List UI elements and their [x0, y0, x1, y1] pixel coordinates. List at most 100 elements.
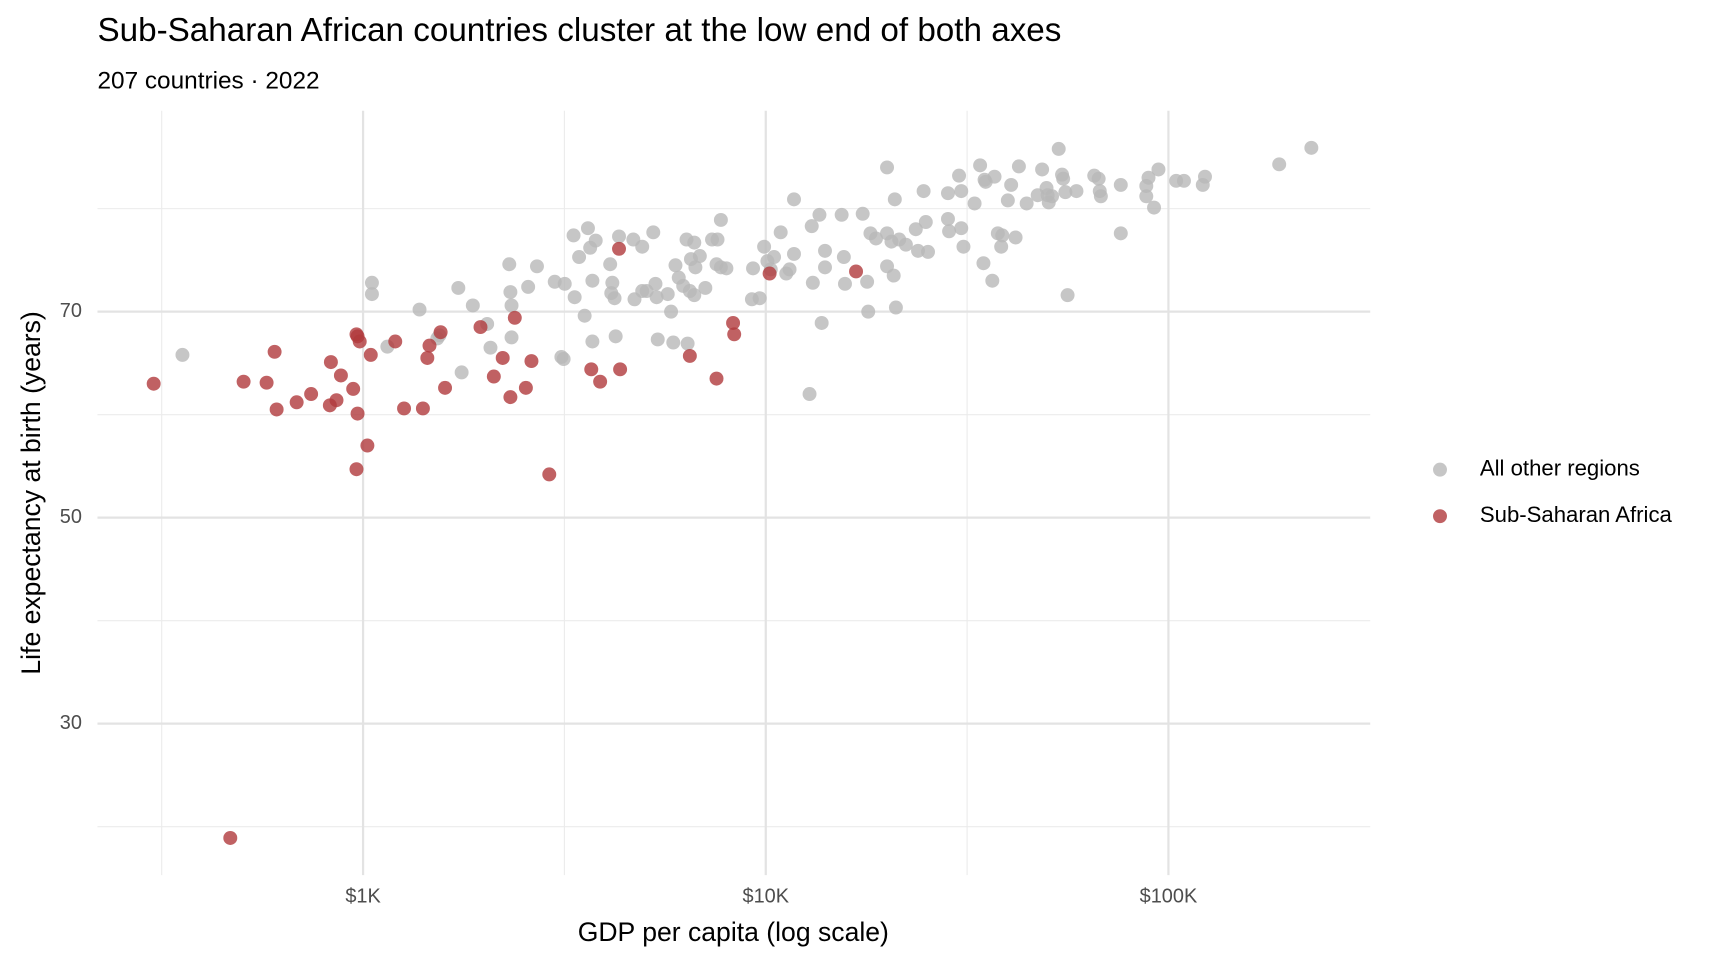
- grid: [97, 110, 1371, 876]
- point: [1147, 200, 1162, 215]
- point: [698, 280, 713, 295]
- point: [757, 239, 772, 254]
- point: [648, 276, 663, 291]
- point: [880, 160, 895, 175]
- point: [607, 291, 622, 306]
- point: [802, 387, 817, 402]
- point: [503, 285, 518, 300]
- point: [954, 221, 969, 236]
- point: [954, 184, 969, 199]
- point: [465, 298, 480, 313]
- point: [834, 207, 849, 222]
- point: [1176, 173, 1191, 188]
- y-tick-label: 70: [60, 300, 82, 322]
- point: [612, 241, 626, 256]
- point: [267, 344, 282, 359]
- point: [612, 229, 626, 244]
- point: [805, 275, 820, 290]
- point: [608, 329, 623, 344]
- point: [836, 250, 851, 265]
- point: [1113, 226, 1128, 241]
- point: [650, 332, 665, 347]
- point: [388, 334, 403, 349]
- point: [420, 351, 435, 365]
- point: [660, 287, 675, 302]
- y-axis-label: Life expectancy at birth (years): [16, 311, 46, 674]
- y-tick-label: 30: [60, 712, 82, 734]
- point: [987, 169, 1002, 184]
- point: [415, 401, 430, 416]
- point: [364, 275, 379, 290]
- point: [898, 237, 913, 252]
- point: [908, 222, 923, 237]
- point: [146, 376, 161, 391]
- point: [1093, 189, 1108, 204]
- point: [352, 334, 367, 349]
- point: [572, 250, 587, 265]
- point: [773, 225, 788, 240]
- point: [593, 374, 608, 389]
- point: [1056, 171, 1071, 186]
- point: [556, 352, 571, 366]
- point: [994, 239, 1009, 254]
- point: [727, 327, 742, 342]
- x-axis-label: GDP per capita (log scale): [578, 917, 889, 947]
- point: [869, 231, 883, 246]
- point: [1008, 230, 1023, 245]
- point: [710, 232, 725, 247]
- point: [1272, 157, 1287, 172]
- x-tick-label: $100K: [1140, 885, 1198, 907]
- point: [577, 308, 592, 323]
- point: [726, 315, 741, 330]
- point: [918, 215, 933, 229]
- point: [422, 338, 437, 353]
- point: [782, 262, 797, 277]
- point: [1011, 159, 1026, 174]
- point: [289, 395, 304, 410]
- point: [580, 221, 595, 236]
- point: [521, 279, 536, 294]
- point: [976, 256, 991, 271]
- point: [787, 246, 801, 261]
- x-tick-label: $1K: [345, 885, 381, 907]
- point: [349, 462, 364, 477]
- legend-marker: [1433, 462, 1447, 477]
- point: [713, 212, 728, 227]
- point: [942, 224, 957, 239]
- point: [649, 290, 664, 305]
- point: [486, 369, 501, 384]
- point: [223, 831, 238, 845]
- point: [1113, 177, 1128, 192]
- point: [412, 302, 427, 317]
- point: [838, 276, 852, 291]
- point: [1091, 171, 1106, 186]
- point: [709, 371, 724, 386]
- point: [666, 335, 681, 350]
- point: [956, 239, 971, 254]
- point: [680, 336, 695, 351]
- point: [940, 211, 955, 226]
- point: [812, 207, 827, 222]
- point: [1004, 177, 1019, 192]
- point: [259, 375, 274, 390]
- point: [454, 365, 469, 380]
- point: [585, 273, 600, 288]
- point: [542, 467, 557, 482]
- point: [473, 320, 488, 335]
- point: [804, 219, 819, 234]
- point: [814, 315, 829, 330]
- point: [503, 390, 518, 405]
- point: [787, 192, 801, 207]
- point: [1060, 288, 1075, 303]
- legend-label: All other regions: [1480, 456, 1640, 481]
- point: [603, 257, 618, 272]
- point: [1019, 196, 1034, 211]
- point: [646, 225, 661, 240]
- point: [692, 249, 707, 263]
- point: [973, 158, 988, 173]
- point: [886, 268, 901, 283]
- legend-label: Sub-Saharan Africa: [1480, 502, 1673, 527]
- point: [502, 257, 517, 272]
- point: [860, 274, 875, 289]
